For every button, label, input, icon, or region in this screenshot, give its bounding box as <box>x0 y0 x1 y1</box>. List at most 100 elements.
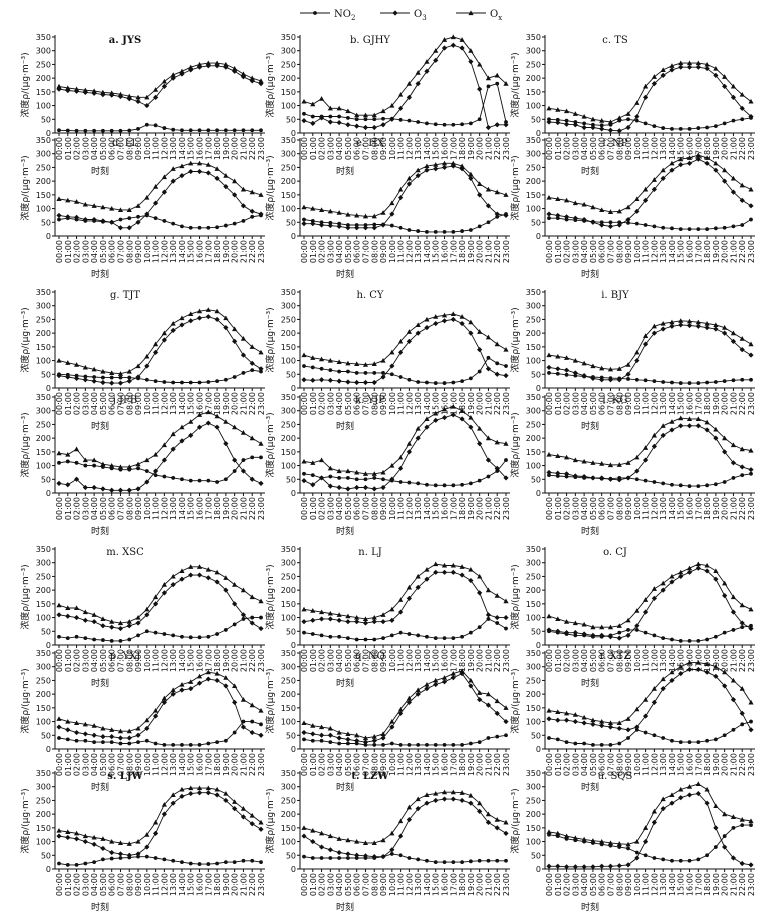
series-no2 <box>547 116 753 131</box>
data-point <box>468 330 474 336</box>
data-point <box>223 128 228 133</box>
data-point <box>83 128 88 133</box>
data-point <box>354 741 359 746</box>
data-point <box>346 636 350 641</box>
x-tick-label: 15:00 <box>187 873 196 896</box>
data-point <box>144 832 150 837</box>
x-tick-label: 16:00 <box>196 649 205 672</box>
data-point <box>302 854 306 859</box>
data-point <box>153 594 159 600</box>
x-tick-label: 23:00 <box>502 137 511 160</box>
data-point <box>223 683 229 689</box>
y-tick-label: 150 <box>526 600 541 609</box>
data-point <box>678 569 684 575</box>
data-point <box>214 786 220 792</box>
x-tick-label: 06:00 <box>108 137 117 160</box>
data-point <box>547 736 551 740</box>
data-point <box>249 729 255 736</box>
data-point <box>678 423 684 429</box>
y-tick-label: 200 <box>281 329 296 338</box>
data-point <box>477 61 483 67</box>
data-point <box>398 454 404 460</box>
data-point <box>126 487 132 493</box>
data-point <box>468 683 474 689</box>
series-o3 <box>546 666 754 733</box>
data-point <box>748 113 754 120</box>
data-point <box>362 112 369 118</box>
data-point <box>153 200 159 206</box>
x-tick-label: 12:00 <box>160 392 169 415</box>
x-tick-label: 05:00 <box>99 392 108 415</box>
data-point <box>450 160 456 166</box>
data-point <box>354 614 360 620</box>
x-tick-label: 04:00 <box>335 753 344 776</box>
data-point <box>249 821 255 827</box>
data-point <box>722 449 728 455</box>
data-point <box>748 625 754 632</box>
y-tick-label: 0 <box>46 232 51 241</box>
x-tick-label: 14:00 <box>668 240 677 263</box>
data-point <box>223 477 228 482</box>
data-point <box>310 632 315 636</box>
data-point <box>625 460 631 465</box>
x-tick-label: 09:00 <box>624 873 633 896</box>
data-point <box>625 124 631 131</box>
data-point <box>686 792 693 798</box>
x-tick-label: 14:00 <box>178 873 187 896</box>
data-point <box>704 427 710 433</box>
x-tick-label: 10:00 <box>633 497 642 520</box>
series-line <box>303 853 506 863</box>
data-point <box>56 833 62 839</box>
x-tick-label: 22:00 <box>738 497 747 520</box>
data-point <box>555 616 561 622</box>
data-point <box>660 587 666 593</box>
x-tick-label: 16:00 <box>686 240 695 263</box>
data-point <box>616 462 622 467</box>
data-point <box>739 860 745 867</box>
y-tick-label: 250 <box>526 796 541 805</box>
x-tick-label: 08:00 <box>370 137 379 160</box>
data-point <box>460 482 464 487</box>
data-point <box>468 175 474 181</box>
data-point <box>259 128 263 133</box>
data-point <box>188 168 194 175</box>
x-tick-label: 04:00 <box>580 753 589 776</box>
data-point <box>135 838 141 844</box>
data-point <box>686 160 693 166</box>
panel-title: g. TJT <box>110 290 140 301</box>
x-tick-label: 22:00 <box>248 497 257 520</box>
data-point <box>345 619 351 625</box>
data-point <box>232 221 237 226</box>
data-point <box>161 811 167 817</box>
data-point <box>389 462 395 468</box>
data-point <box>389 349 395 355</box>
data-point <box>581 864 587 870</box>
data-point <box>442 742 447 747</box>
data-point <box>415 796 421 802</box>
data-point <box>616 377 622 383</box>
data-point <box>65 829 71 835</box>
data-point <box>380 357 386 363</box>
data-point <box>581 473 587 480</box>
data-point <box>687 858 692 863</box>
data-point <box>250 214 255 219</box>
series-line <box>303 313 507 366</box>
x-tick-label: 18:00 <box>703 873 712 896</box>
y-tick-label: 250 <box>36 60 51 69</box>
x-tick-label: 11:00 <box>642 240 651 263</box>
data-point <box>171 742 176 747</box>
data-point <box>258 366 264 372</box>
data-point <box>188 572 194 578</box>
data-point <box>73 605 80 611</box>
data-point <box>249 435 255 441</box>
x-tick-label: 19:00 <box>222 873 231 896</box>
data-point <box>336 612 342 617</box>
y-tick-label: 50 <box>41 627 51 636</box>
data-point <box>345 122 351 128</box>
data-point <box>144 457 150 463</box>
data-point <box>433 166 439 172</box>
data-point <box>354 732 360 738</box>
y-tick-label: 100 <box>526 462 541 471</box>
